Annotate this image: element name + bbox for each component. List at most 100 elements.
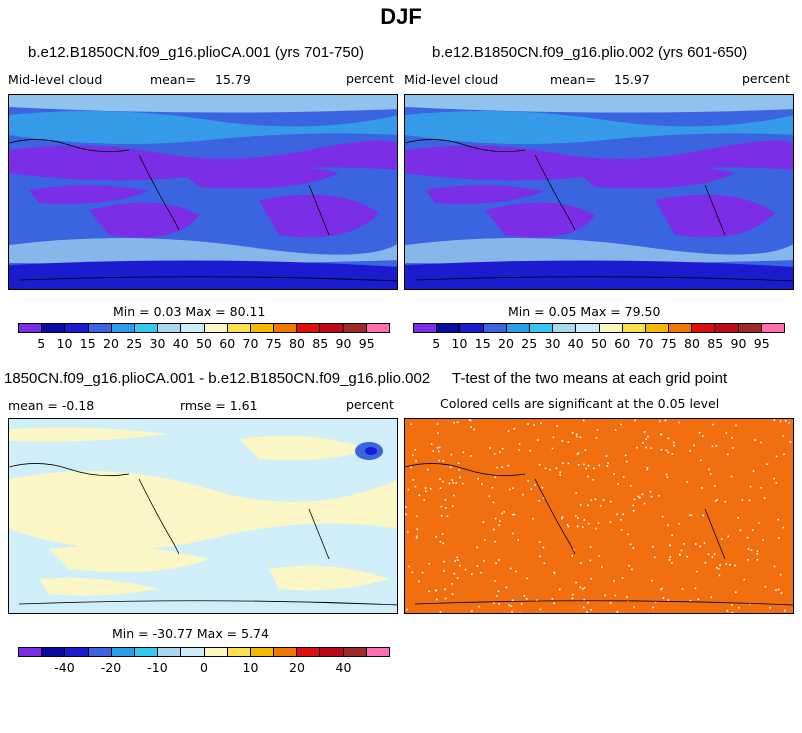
non-significant-cell [489,447,491,449]
colorbar-tick-label: 60 [614,336,631,351]
non-significant-cell [484,539,486,541]
non-significant-cell [780,592,783,594]
colorbar-swatch [622,324,646,332]
non-significant-cell [727,453,729,456]
non-significant-cell [444,499,447,501]
non-significant-cell [439,540,442,543]
non-significant-cell [442,542,444,545]
non-significant-cell [519,612,521,613]
colorbar-swatch [669,324,693,332]
non-significant-cell [667,524,669,527]
non-significant-cell [493,528,495,531]
colorbar-swatch [343,648,367,656]
colorbar-tick-label: 15 [79,336,96,351]
non-significant-cell [632,504,634,507]
non-significant-cell [689,599,692,602]
non-significant-cell [440,515,443,517]
non-significant-cell [414,449,417,451]
non-significant-cell [625,460,628,463]
non-significant-cell [534,484,536,486]
non-significant-cell [678,421,680,424]
non-significant-cell [438,446,441,449]
colorbar-swatch [181,648,205,656]
colorbar-swatch [88,648,112,656]
non-significant-cell [678,523,680,525]
non-significant-cell [689,514,691,517]
colorbar-tick-label: 20 [498,336,514,351]
non-significant-cell [716,498,718,501]
non-significant-cell [509,488,511,491]
non-significant-cell [503,511,505,513]
colorbar-swatch [134,324,159,332]
non-significant-cell [643,431,646,433]
colorbar-tick-label: 50 [196,336,212,351]
colorbar-swatch [274,324,298,332]
non-significant-cell [428,562,431,565]
non-significant-cell [595,527,597,530]
non-significant-cell [654,556,656,559]
colorbar-swatch [460,324,484,332]
non-significant-cell [660,433,662,436]
non-significant-cell [649,490,652,493]
panel1-mean-value: 15.79 [215,72,251,87]
non-significant-cell [750,549,753,551]
non-significant-cell [721,538,723,540]
colorbar-swatch [529,324,554,332]
non-significant-cell [613,580,615,582]
non-significant-cell [451,505,454,507]
non-significant-cell [576,453,579,455]
non-significant-cell [709,473,712,475]
non-significant-cell [515,570,517,573]
non-significant-cell [424,487,427,489]
non-significant-cell [572,549,575,551]
non-significant-cell [527,423,529,425]
non-significant-cell [582,588,584,590]
non-significant-cell [482,521,485,523]
panel1-minmax: Min = 0.03 Max = 80.11 [113,304,266,319]
non-significant-cell [760,441,762,444]
non-significant-cell [650,495,653,498]
non-significant-cell [698,431,701,434]
non-significant-cell [778,537,780,539]
non-significant-cell [671,562,673,564]
non-significant-cell [593,467,595,470]
colorbar-swatch [320,324,344,332]
non-significant-cell [631,568,633,571]
non-significant-cell [683,543,685,545]
colorbar-swatch [320,648,344,656]
panel2-map [404,94,794,290]
non-significant-cell [488,495,491,497]
colorbar-swatch [761,324,784,332]
non-significant-cell [543,562,546,565]
non-significant-cell [596,429,599,431]
non-significant-cell [737,517,739,519]
non-significant-cell [587,504,589,507]
panel4-subtitle: Colored cells are significant at the 0.0… [440,396,720,411]
non-significant-cell [602,499,605,501]
non-significant-cell [571,555,573,557]
non-significant-cell [510,605,513,607]
non-significant-cell [453,422,455,424]
non-significant-cell [590,499,593,501]
non-significant-cell [491,486,494,489]
panel1-map [8,94,398,290]
non-significant-cell [595,437,598,439]
non-significant-cell [587,601,589,604]
non-significant-cell [527,480,530,482]
non-significant-cell [614,594,617,597]
panel2-colorbar [413,323,785,333]
non-significant-cell [509,567,512,570]
colorbar-tick-label: 50 [591,336,607,351]
non-significant-cell [718,574,721,577]
non-significant-cell [587,475,589,478]
non-significant-cell [731,437,733,439]
non-significant-cell [622,476,625,478]
non-significant-cell [511,599,514,602]
non-significant-cell [553,572,556,574]
non-significant-cell [669,544,671,547]
non-significant-cell [410,466,412,469]
non-significant-cell [495,562,497,565]
non-significant-cell [731,604,733,606]
non-significant-cell [518,443,521,445]
non-significant-cell [471,610,473,612]
